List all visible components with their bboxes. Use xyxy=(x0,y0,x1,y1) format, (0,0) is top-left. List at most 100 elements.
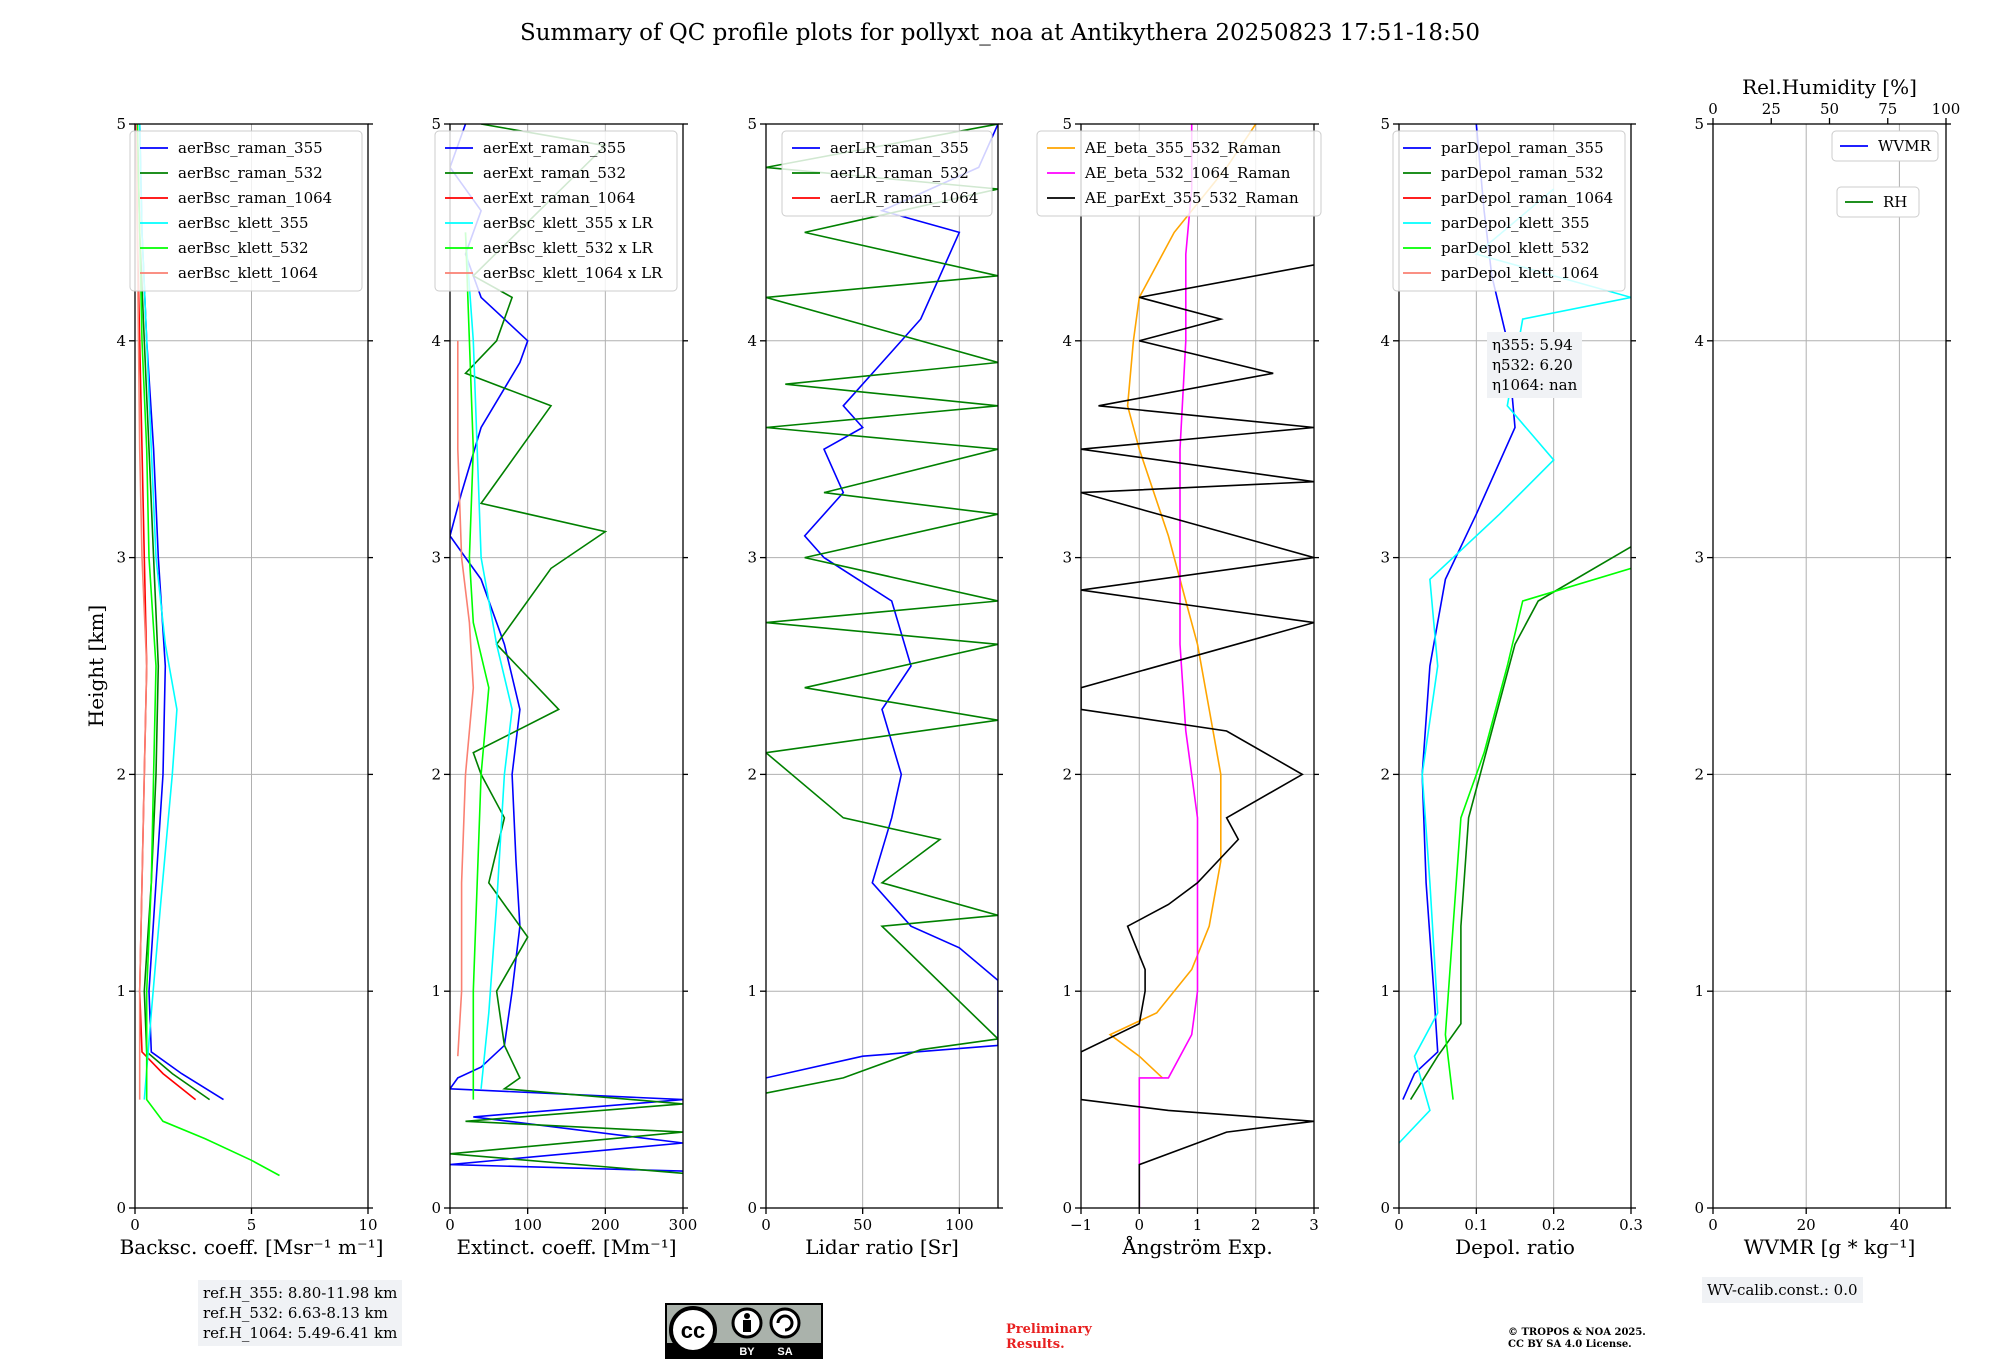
legend-frame xyxy=(434,130,678,292)
y-tick-label: 3 xyxy=(1380,549,1390,567)
y-tick-label: 2 xyxy=(1062,765,1072,783)
legend-entry: WVMR xyxy=(1878,137,1932,155)
y-tick-label: 4 xyxy=(1694,332,1704,350)
axes-frame xyxy=(1398,123,1632,1209)
x2-tick-label: 25 xyxy=(1762,100,1781,118)
copyright-line-2: CC BY SA 4.0 License. xyxy=(1508,1339,1632,1350)
preliminary-note: Preliminary Results. xyxy=(1006,1322,1092,1352)
y-tick-label: 1 xyxy=(747,982,757,1000)
legend-entry: parDepol_klett_355 xyxy=(1441,214,1590,232)
legend-entry: parDepol_klett_532 xyxy=(1441,239,1590,257)
series-AE_beta_532_1064_Raman xyxy=(1138,124,1199,1208)
legend-entry: aerExt_raman_1064 xyxy=(483,189,636,207)
series-aerBsc_klett_355 xyxy=(138,124,178,1100)
y-tick-label: 4 xyxy=(747,332,757,350)
legend-entry: aerBsc_klett_532 xyxy=(178,239,309,257)
x-axis-label: Extinct. coeff. [Mm⁻¹] xyxy=(456,1235,676,1259)
legend-entry: parDepol_raman_355 xyxy=(1441,139,1604,157)
panel-3: 0 50 100 0 1 2 3 4 5 Lidar ratio [Sr] aerLR_raman_… xyxy=(747,115,1003,1259)
legend-entry: aerExt_raman_355 xyxy=(483,139,626,157)
eta-532: η532: 6.20 xyxy=(1492,356,1573,374)
legend-frame xyxy=(781,130,993,217)
x-axis-label: Lidar ratio [Sr] xyxy=(805,1235,959,1259)
x-tick-label: 2 xyxy=(1251,1216,1261,1234)
legend-entry: RH xyxy=(1883,193,1907,211)
y-tick-label: 5 xyxy=(1062,115,1072,133)
ref-height-355: ref.H_355: 8.80-11.98 km xyxy=(203,1284,398,1302)
y-tick-label: 3 xyxy=(1062,549,1072,567)
legend: RH xyxy=(1836,186,1920,218)
panel-5: 0 0.1 0.2 0.3 0 1 2 3 4 5 Depol. ratio parDepol_ram… xyxy=(1380,115,1642,1259)
x-tick-label: 100 xyxy=(513,1216,542,1234)
legend-entry: aerBsc_klett_355 xyxy=(178,214,309,232)
y-tick-label: 1 xyxy=(431,982,441,1000)
legend-frame xyxy=(129,130,363,292)
copyright-line-1: © TROPOS & NOA 2025. xyxy=(1508,1327,1646,1338)
wv-calib-box: WV-calib.const.: 0.0 xyxy=(1702,1277,1863,1303)
series-aerExt_raman_532 xyxy=(450,124,683,1175)
y-axis-label: Height [km] xyxy=(84,605,108,727)
axes-frame xyxy=(765,123,999,1209)
x-tick-label: 1 xyxy=(1193,1216,1203,1234)
x-axis-label: Ångström Exp. xyxy=(1121,1234,1272,1259)
y-tick-label: 0 xyxy=(1062,1199,1072,1217)
eta-355: η355: 5.94 xyxy=(1492,336,1573,354)
y-tick-label: 0 xyxy=(116,1199,126,1217)
x-axis-label: WVMR [g * kg⁻¹] xyxy=(1744,1235,1916,1259)
y-tick-label: 1 xyxy=(1380,982,1390,1000)
x-tick-label: 300 xyxy=(669,1216,698,1234)
legend-entry: aerBsc_klett_1064 x LR xyxy=(483,264,663,282)
x-tick-label: 0.2 xyxy=(1542,1216,1566,1234)
series-aerLR_raman_355 xyxy=(766,124,998,1079)
x-tick-label: 20 xyxy=(1797,1216,1816,1234)
legend-entry: AE_beta_355_532_Raman xyxy=(1084,139,1281,157)
x-tick-label: 0 xyxy=(445,1216,455,1234)
series-AE_parExt_355_532_Raman xyxy=(1081,264,1314,1208)
legend-entry: aerExt_raman_532 xyxy=(483,164,626,182)
y-tick-label: 2 xyxy=(116,765,126,783)
x2-tick-label: 75 xyxy=(1878,100,1897,118)
legend: aerLR_raman_355 aerLR_raman_532 aerLR_rama… xyxy=(781,130,993,217)
y-tick-label: 3 xyxy=(747,549,757,567)
copyright-note: © TROPOS & NOA 2025. CC BY SA 4.0 Licens… xyxy=(1508,1327,1646,1351)
y-tick-label: 2 xyxy=(1380,765,1390,783)
depol-eta-box: η355: 5.94 η532: 6.20 η1064: nan xyxy=(1487,332,1583,398)
y-tick-label: 3 xyxy=(116,549,126,567)
y-tick-label: 1 xyxy=(1694,982,1704,1000)
x-tick-label: 0 xyxy=(761,1216,771,1234)
ref-height-1064: ref.H_1064: 5.49-6.41 km xyxy=(203,1324,398,1342)
x-tick-label: 0 xyxy=(1394,1216,1404,1234)
x-tick-label: 200 xyxy=(591,1216,620,1234)
series-aerBsc_klett_532 xyxy=(136,124,280,1177)
legend: aerExt_raman_355 aerExt_raman_532 aerExt_r… xyxy=(434,130,678,292)
x-tick-label: 0 xyxy=(1708,1216,1718,1234)
x-tick-label: 0.3 xyxy=(1619,1216,1643,1234)
axes-frame xyxy=(449,123,684,1209)
y-tick-label: 1 xyxy=(1062,982,1072,1000)
svg-text:cc: cc xyxy=(681,1318,705,1343)
x-tick-label: 50 xyxy=(853,1216,872,1234)
cc-by-label: BY xyxy=(739,1346,755,1358)
legend-entry: aerBsc_klett_1064 xyxy=(178,264,318,282)
x2-tick-label: 0 xyxy=(1708,100,1718,118)
legend-entry: aerLR_raman_355 xyxy=(830,139,969,157)
series-aerBsc_klett_1064 x LR xyxy=(457,340,475,1057)
y-tick-label: 4 xyxy=(431,332,441,350)
legend-frame xyxy=(1392,130,1626,292)
panel-2: 0 100 200 300 0 1 2 3 4 5 Extinct. coeff. [Mm⁻¹] ae… xyxy=(431,115,697,1259)
y-tick-label: 0 xyxy=(1380,1199,1390,1217)
legend-entry: aerBsc_raman_1064 xyxy=(178,189,332,207)
legend: parDepol_raman_355 parDepol_raman_532 parD… xyxy=(1392,130,1626,292)
legend-entry: aerBsc_raman_532 xyxy=(178,164,323,182)
y-tick-label: 2 xyxy=(747,765,757,783)
y-tick-label: 0 xyxy=(1694,1199,1704,1217)
eta-1064: η1064: nan xyxy=(1492,376,1578,394)
series-aerLR_raman_532 xyxy=(766,124,998,1094)
legend-entry: aerLR_raman_1064 xyxy=(830,189,978,207)
x-tick-label: −1 xyxy=(1070,1216,1092,1234)
series-aerBsc_raman_532 xyxy=(136,124,211,1101)
y-tick-label: 5 xyxy=(747,115,757,133)
